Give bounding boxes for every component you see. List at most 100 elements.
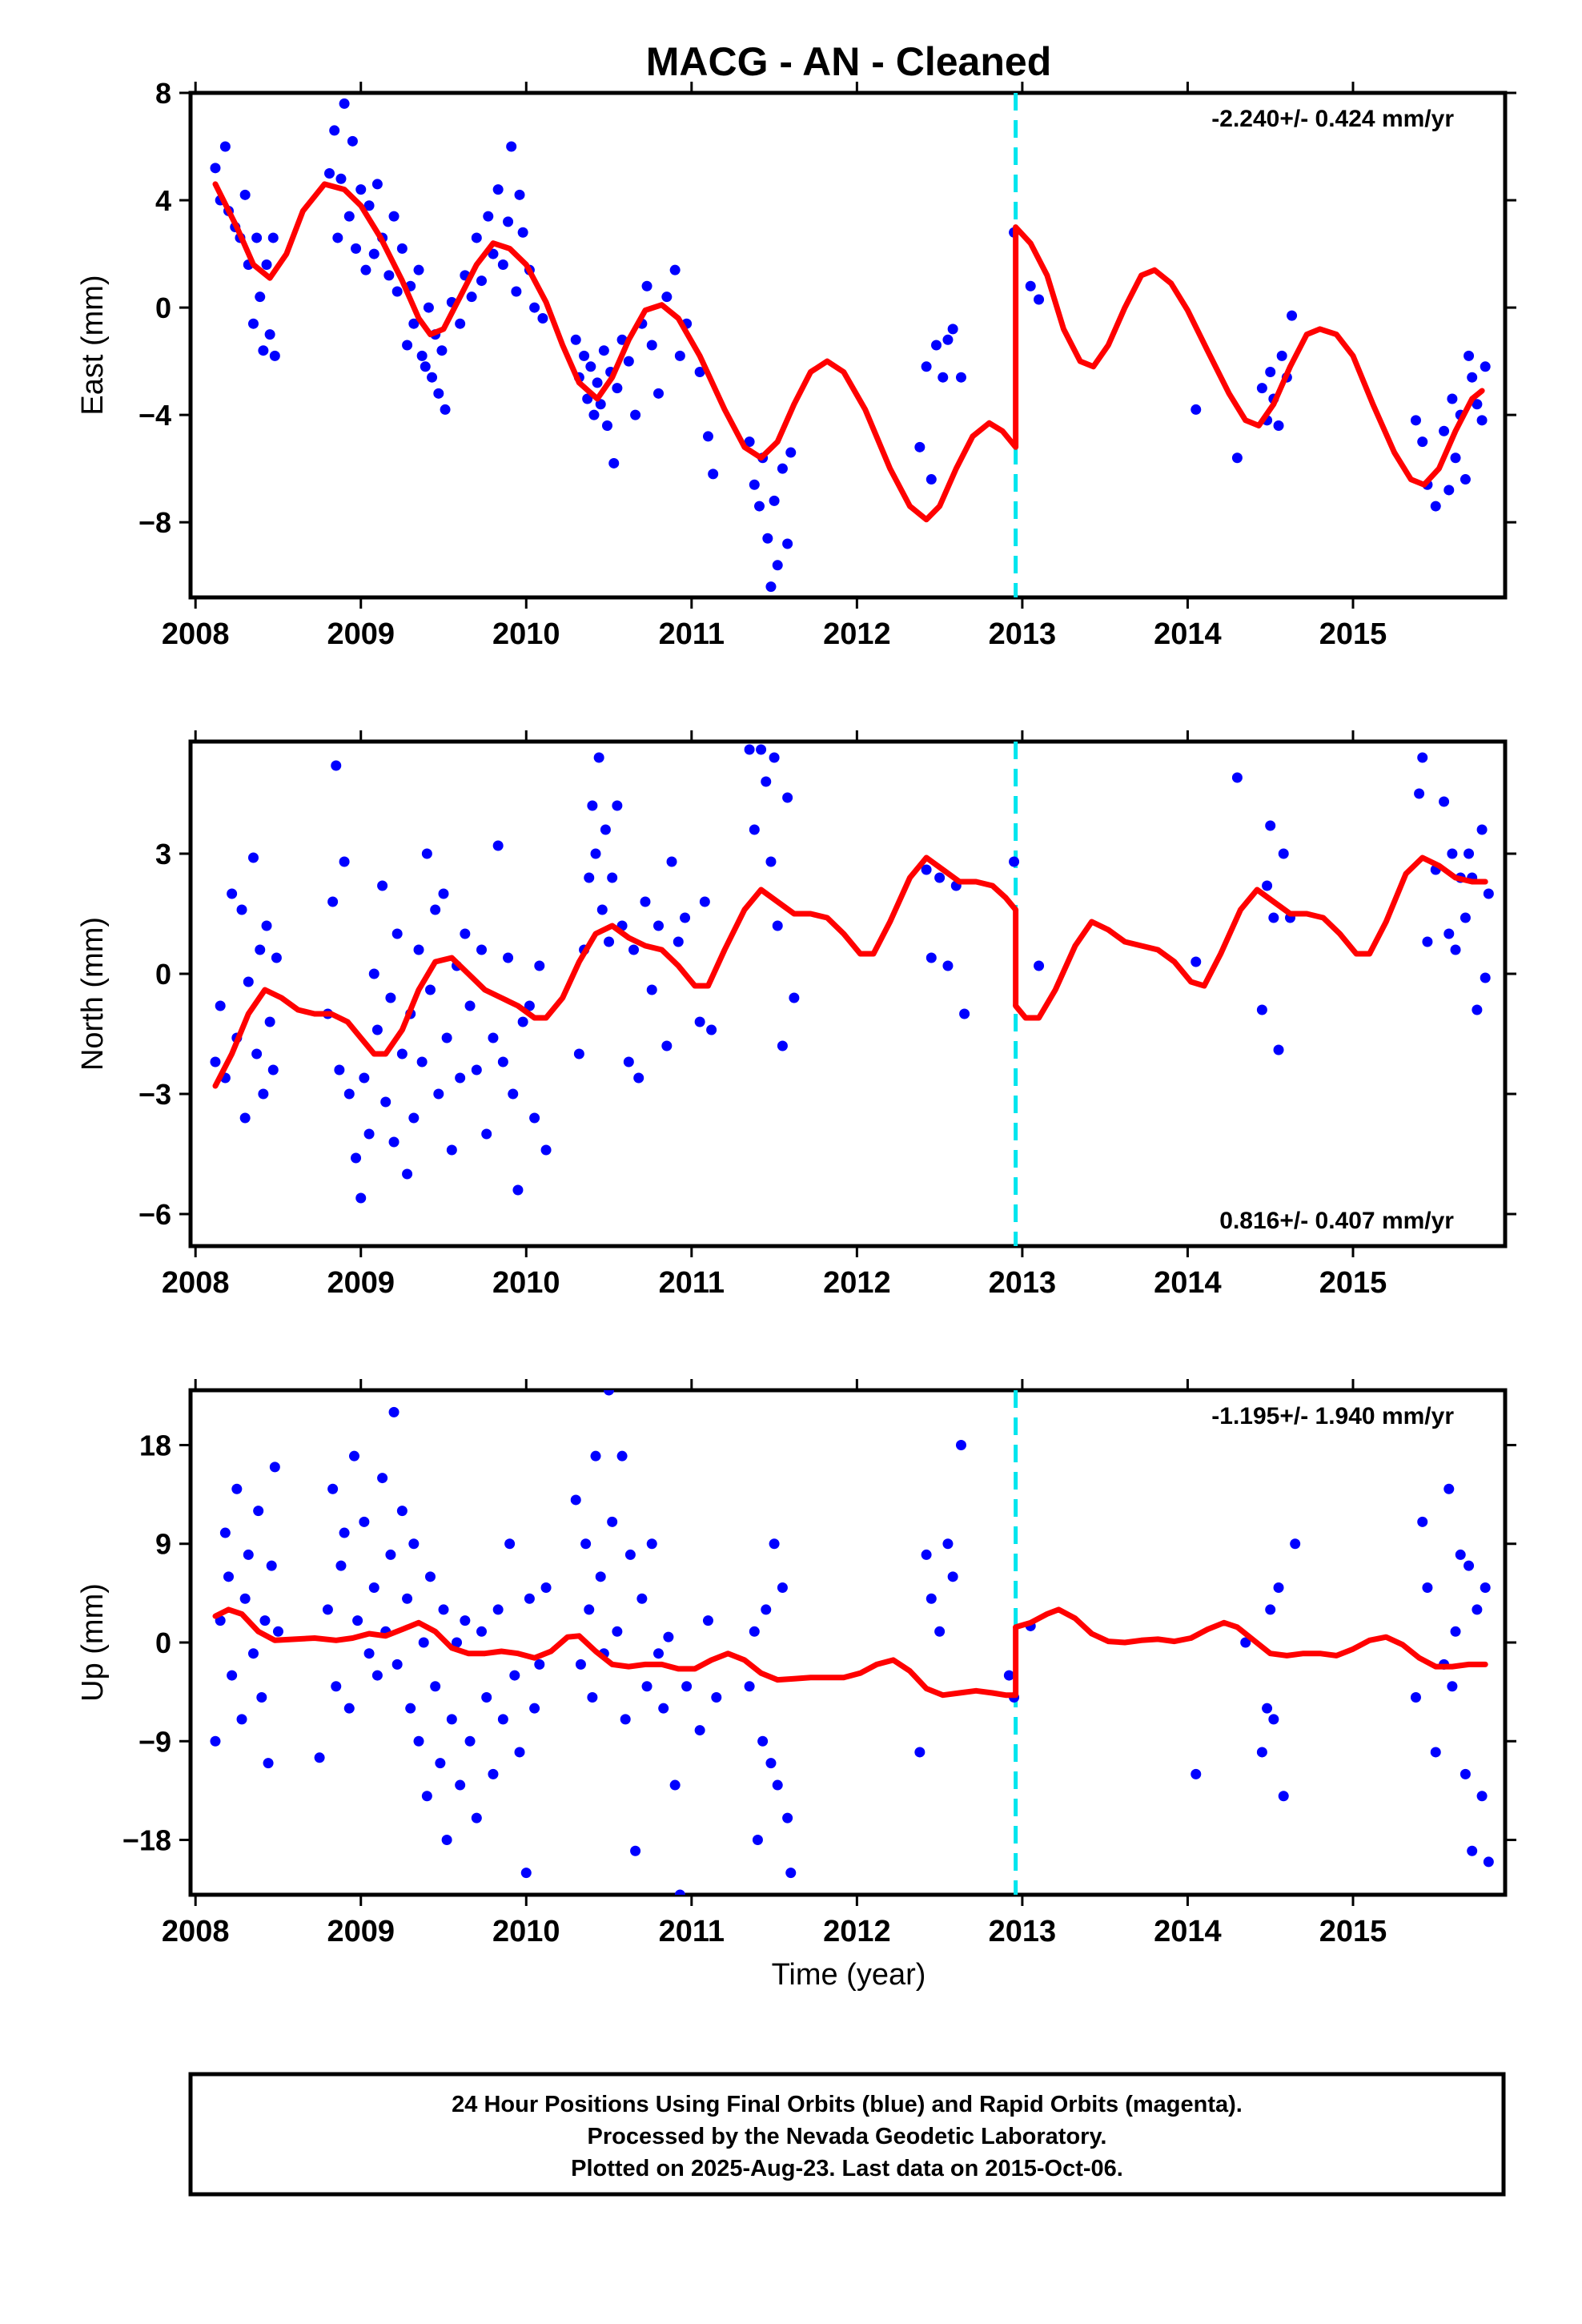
data-point [584, 872, 595, 883]
footer-line-1: 24 Hour Positions Using Final Orbits (bl… [452, 2092, 1243, 2117]
x-tick-label: 2009 [327, 617, 395, 651]
data-point [435, 1758, 446, 1769]
east-panel: 2008 2009 2010 2011 2012 2013 2014 2015 8 4 0 −4 −8 E… [76, 77, 1516, 651]
data-point [573, 1048, 584, 1059]
data-point [355, 1192, 367, 1204]
data-point [540, 1582, 552, 1594]
x-tick-label: 2009 [327, 1266, 395, 1300]
data-point [351, 1152, 362, 1164]
data-point [460, 928, 471, 939]
chart-title: MACG - AN - Cleaned [646, 39, 1052, 84]
data-point [765, 1758, 777, 1769]
data-point [343, 211, 355, 222]
data-point [584, 1604, 595, 1615]
data-point [423, 302, 434, 313]
data-point [1476, 824, 1488, 835]
footer-line-3: Plotted on 2025-Aug-23. Last data on 201… [571, 2156, 1123, 2181]
y-axis-label: Up (mm) [76, 1583, 110, 1702]
data-point [711, 1691, 722, 1703]
data-point [616, 1450, 628, 1462]
data-point [396, 1506, 408, 1517]
data-point [534, 960, 545, 971]
data-point [497, 1056, 508, 1068]
data-point [424, 1571, 436, 1582]
data-point [391, 286, 403, 297]
data-point [1240, 1637, 1251, 1648]
data-point [1464, 848, 1475, 859]
data-point [476, 1626, 488, 1637]
x-tick-label: 2010 [492, 617, 560, 651]
data-point [1273, 1044, 1284, 1055]
model-fit-line [212, 181, 1019, 523]
data-point [363, 1128, 375, 1140]
x-tick-label: 2009 [327, 1915, 395, 1948]
data-point [331, 1681, 342, 1692]
x-tick-label: 2012 [823, 1915, 891, 1948]
data-point [335, 1560, 347, 1571]
data-point [408, 1112, 420, 1124]
data-point [612, 383, 623, 394]
data-point [481, 1128, 492, 1140]
x-tick-label: 2011 [659, 1915, 725, 1948]
data-point [1447, 393, 1458, 404]
data-point [785, 1868, 797, 1879]
data-point [323, 168, 335, 179]
data-point [1278, 1791, 1289, 1802]
data-point [590, 848, 601, 859]
data-point [579, 350, 590, 361]
data-point [761, 776, 772, 787]
data-point [492, 1604, 504, 1615]
data-point [332, 232, 343, 243]
data-point [272, 1626, 283, 1637]
data-point [1191, 1768, 1202, 1779]
data-point [368, 248, 379, 259]
data-point [413, 1735, 424, 1747]
data-point [930, 340, 942, 351]
x-tick-label: 2015 [1319, 1266, 1387, 1300]
data-point [1480, 972, 1491, 983]
up-panel: 2008 2009 2010 2011 2012 2013 2014 2015 18 9 0 −9 −1… [76, 1379, 1516, 1948]
data-point [694, 1725, 705, 1736]
data-point [368, 1582, 379, 1594]
x-tick-label: 2015 [1319, 617, 1387, 651]
data-point [514, 189, 525, 200]
data-point [509, 1670, 520, 1681]
data-point [674, 350, 685, 361]
data-point [534, 1659, 545, 1670]
data-point [1439, 796, 1450, 807]
data-point [749, 479, 760, 490]
data-point [488, 1032, 499, 1043]
data-point [402, 1168, 413, 1180]
data-point [1447, 848, 1458, 859]
data-point [363, 200, 375, 211]
data-point [607, 1516, 618, 1527]
data-point [512, 1184, 524, 1196]
data-point [446, 1144, 457, 1156]
data-point [1025, 280, 1036, 292]
data-point [669, 264, 681, 275]
data-point [343, 1703, 355, 1714]
data-point [595, 1571, 606, 1582]
data-point [601, 420, 612, 432]
data-point [955, 1439, 966, 1450]
x-tick-label: 2011 [659, 617, 725, 651]
data-point [481, 1691, 492, 1703]
data-point [243, 976, 254, 987]
data-point [460, 1615, 471, 1626]
data-point [570, 1494, 581, 1506]
data-point [624, 1549, 636, 1560]
data-point [269, 350, 280, 361]
data-point [1467, 372, 1478, 383]
data-point [263, 1758, 274, 1769]
data-point [327, 896, 339, 907]
data-point [1009, 856, 1020, 867]
data-point [529, 1703, 540, 1714]
data-point [646, 984, 657, 995]
data-point [511, 286, 522, 297]
data-point [215, 1000, 226, 1011]
data-point [421, 848, 432, 859]
data-point [744, 436, 755, 448]
y-tick-label: 18 [139, 1429, 171, 1462]
data-point [267, 1064, 279, 1076]
y-tick-label: 0 [155, 292, 171, 324]
